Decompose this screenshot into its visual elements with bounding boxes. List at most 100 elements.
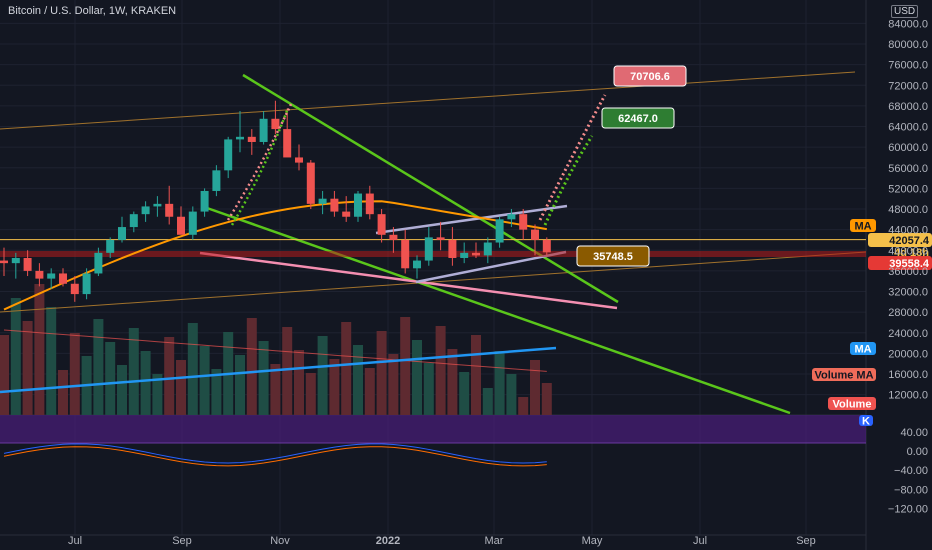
candle-body <box>436 237 445 240</box>
projection-mid-path <box>543 135 594 226</box>
oscillator-tick-label: 40.00 <box>900 427 928 439</box>
support-label-box <box>576 245 650 267</box>
volume-bar <box>164 337 175 415</box>
candle-body <box>483 242 492 256</box>
current-price-tag: 42057.4 <box>889 235 930 247</box>
volume-ma-tag-box <box>812 368 876 381</box>
target-mid-label-box <box>601 107 675 129</box>
candle-body <box>519 214 528 230</box>
candle-body <box>165 203 174 217</box>
target-mid-label: 62467.0 <box>618 113 658 125</box>
volume-bar <box>482 388 493 415</box>
candle-body <box>106 239 115 253</box>
candle-body <box>389 234 398 240</box>
volume-bar <box>246 318 257 415</box>
time-tick-label: May <box>582 535 603 547</box>
candle-body <box>47 273 56 279</box>
volume-bar <box>235 355 245 415</box>
candle-body <box>365 193 374 215</box>
price-tick-label: 44000.0 <box>888 225 928 237</box>
time-tick-label: Mar <box>485 535 504 547</box>
price-tick-label: 80000.0 <box>888 39 928 51</box>
candle-body <box>236 136 244 140</box>
volume-bar <box>22 321 33 415</box>
price-tick-label: 16000.0 <box>888 369 928 381</box>
candle-body <box>82 273 91 295</box>
time-tick-label: Nov <box>270 535 290 547</box>
candle-body <box>318 198 327 204</box>
chart-title: Bitcoin / U.S. Dollar, 1W, KRAKEN <box>8 5 177 17</box>
annotation-tags: 70706.6 62467.0 35748.5 MA MA Volume MA Volume… <box>576 65 932 428</box>
candle-body <box>495 219 504 243</box>
candle-body <box>271 118 280 130</box>
ma-axis-tag: MA <box>854 221 871 233</box>
candlesticks <box>0 100 551 302</box>
price-tick-label: 60000.0 <box>888 142 928 154</box>
ma-volume-tag: MA <box>854 344 871 356</box>
candle-body <box>542 239 551 253</box>
volume-bar <box>199 346 210 415</box>
ma-volume-tag-box <box>850 342 876 355</box>
volume-bar <box>117 365 127 415</box>
price-tick-label: 52000.0 <box>888 183 928 195</box>
price-tick-label: 72000.0 <box>888 80 928 92</box>
red-level-band <box>0 251 866 257</box>
ma-axis-tag-box <box>850 219 876 232</box>
volume-bar <box>412 340 422 415</box>
candle-body <box>247 136 256 142</box>
grid <box>0 0 867 550</box>
price-tick-label: 36000.0 <box>888 266 928 278</box>
volume-bar <box>93 319 104 415</box>
volume-bar <box>270 364 281 415</box>
green-trend-line <box>242 73 619 304</box>
volume-bar <box>258 341 269 415</box>
volume-bar <box>353 345 363 415</box>
time-tick-label: Sep <box>172 535 192 547</box>
volume-bar <box>10 298 21 415</box>
candle-body <box>413 260 421 269</box>
candle-body <box>354 193 362 217</box>
volume-bar <box>69 333 80 415</box>
red-level-tag-box <box>868 256 932 270</box>
candle-body <box>507 214 516 220</box>
candle-body <box>460 252 469 258</box>
price-tick-label: 56000.0 <box>888 163 928 175</box>
volume-bar <box>58 370 68 415</box>
oscillator-tick-label: −120.00 <box>888 504 928 516</box>
volume-bar <box>364 368 375 415</box>
candle-body <box>94 252 103 274</box>
volume-bar <box>305 373 316 415</box>
volume-bar <box>140 351 151 415</box>
volume-bar <box>447 349 458 415</box>
candle-body <box>224 139 233 171</box>
projection-paths <box>226 94 607 226</box>
volume-bar <box>294 350 304 415</box>
candle-body <box>531 229 539 240</box>
price-tick-label: 64000.0 <box>888 122 928 134</box>
volume-ma-tag: Volume MA <box>814 370 873 382</box>
candle-body <box>153 203 162 207</box>
oscillator-tick-label: −80.00 <box>894 484 928 496</box>
price-tick-label: 68000.0 <box>888 101 928 113</box>
candle-body <box>424 237 433 261</box>
oscillator-tag: K <box>862 416 870 428</box>
candle-body <box>200 190 209 212</box>
oscillator-d-line <box>3 446 547 467</box>
volume-bar <box>388 354 399 415</box>
price-axis[interactable]: 84000.0 80000.0 76000.0 72000.0 68000.0 64000… <box>888 18 928 515</box>
volume-bar <box>506 374 517 415</box>
candle-body <box>129 214 138 228</box>
time-tick-label: Jul <box>68 535 82 547</box>
time-axis[interactable]: Jul Sep Nov 2022 Mar May Jul Sep <box>68 535 816 547</box>
candle-body <box>35 270 44 279</box>
price-tick-label: 84000.0 <box>888 18 928 30</box>
volume-bar <box>400 317 411 415</box>
currency-badge[interactable]: USD <box>891 5 919 18</box>
candle-body <box>342 211 351 217</box>
volume-bar <box>541 383 552 415</box>
candle-body <box>295 157 303 163</box>
candle-body <box>448 239 457 258</box>
oscillator-band <box>0 415 866 443</box>
candle-body <box>141 206 150 215</box>
